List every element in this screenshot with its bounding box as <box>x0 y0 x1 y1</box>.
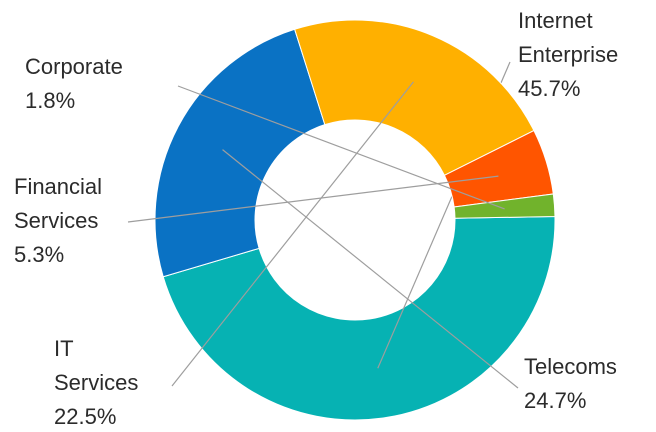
leader-line-it-services <box>171 81 414 387</box>
slice-telecoms <box>154 28 326 278</box>
slice-corporate <box>453 193 556 219</box>
slice-label-it-services: IT Services 22.5% <box>54 336 139 430</box>
slice-label-internet-enterprise: Internet Enterprise 45.7% <box>518 8 619 102</box>
slice-label-corporate: Corporate 1.8% <box>25 54 123 114</box>
slice-it-services <box>294 19 535 176</box>
leader-line-telecoms <box>222 149 519 389</box>
leader-line-corporate <box>177 85 505 210</box>
slice-label-financial-services: Financial Services 5.3% <box>14 174 103 268</box>
slice-label-telecoms: Telecoms 24.7% <box>524 354 617 414</box>
